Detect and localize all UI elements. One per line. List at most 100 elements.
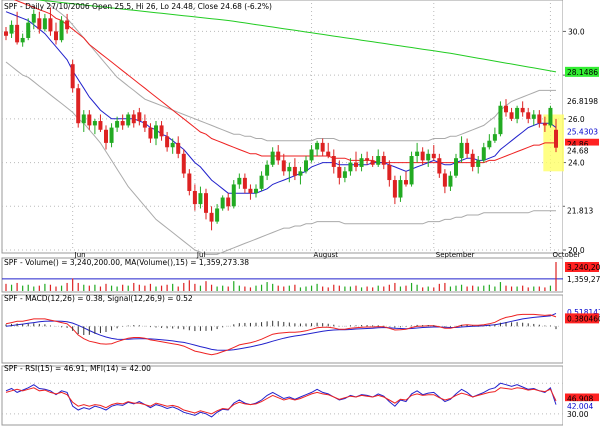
rsi-value-label-bg (565, 393, 599, 404)
macd-value-label: 0.380460 (567, 314, 600, 323)
candle-body (342, 171, 347, 178)
candle-body (287, 166, 292, 172)
candle-body (54, 31, 58, 41)
price-value-label-bg (565, 95, 599, 106)
price-tick-label: 30.0 (568, 27, 585, 36)
mfi-line (5, 382, 557, 418)
candle-body (476, 160, 481, 167)
candle-body (15, 24, 20, 43)
candle-body (70, 64, 75, 89)
macd-panel-title: SPF - MACD(12,26) = 0.38, Signal(12,26,9… (4, 294, 193, 303)
candle-body (192, 190, 197, 205)
candle-body (37, 18, 42, 30)
candle-body (365, 158, 370, 161)
price-value-label: 25.4303 (567, 127, 598, 136)
candle-body (487, 140, 492, 148)
lower-band-line (5, 61, 556, 255)
candle-body (20, 37, 25, 43)
candle-body (120, 121, 125, 126)
candle-body (92, 121, 97, 126)
candle-body (492, 134, 497, 141)
volume-panel-title: SPF - Volume() = 3,240,200.00, MA(Volume… (4, 258, 249, 267)
rsi-value-label: 42.004 (567, 402, 593, 411)
moving-average-green (34, 0, 557, 73)
candle-body (504, 105, 508, 113)
candle-body (4, 31, 8, 36)
month-label: September (436, 251, 475, 259)
price-panel-title: SPF - Daily 27/10/2006 Open 25.5, Hi 26,… (4, 2, 272, 11)
moving-average-blue (5, 11, 557, 194)
candle-body (537, 114, 542, 124)
rsi-value-label-bg (565, 401, 599, 412)
macd-value-label-bg (565, 306, 599, 317)
candle-body (187, 173, 192, 191)
candle-body (498, 105, 503, 135)
moving-average-red (13, 0, 556, 164)
candle-body (387, 164, 392, 181)
upper-band-line (41, 0, 556, 142)
candle-body (209, 212, 214, 222)
candle-body (292, 166, 297, 176)
candle-body (420, 151, 425, 161)
candle-body (426, 153, 431, 161)
candle-body (359, 158, 364, 167)
candle-body (470, 153, 475, 167)
candle-body (270, 151, 275, 165)
candle-body (9, 24, 14, 34)
candle-body (554, 129, 558, 148)
price-tick-label: 20.0 (568, 246, 585, 255)
candle-body (370, 160, 375, 165)
candle-body (87, 114, 92, 126)
candle-body (276, 151, 281, 161)
candle-body (548, 107, 553, 126)
candle-body (254, 188, 258, 194)
candle-body (126, 114, 131, 126)
candle-body (409, 156, 414, 185)
volume-panel-frame (1, 257, 564, 293)
candle-body (154, 125, 158, 139)
candle-body (215, 208, 220, 222)
macd-panel-frame (1, 294, 564, 364)
candle-body (76, 88, 81, 124)
candle-body (309, 149, 314, 161)
candle-body (320, 142, 325, 152)
candle-body (526, 112, 531, 119)
candle-body (220, 197, 225, 209)
candle-body (337, 166, 342, 178)
price-tick-label: 26.0 (568, 115, 585, 124)
candle-body (42, 18, 47, 30)
macd-value-label-bg (565, 313, 599, 324)
candle-body (392, 180, 397, 198)
candle-body (326, 151, 331, 157)
candle-body (542, 123, 547, 126)
candle-body (181, 153, 186, 174)
candle-body (281, 160, 286, 172)
candle-body (415, 151, 420, 157)
candle-body (381, 156, 386, 165)
candle-body (170, 142, 175, 148)
candle-body (404, 180, 408, 185)
month-label: Jul (196, 251, 206, 259)
candle-body (315, 142, 320, 150)
candle-body (531, 114, 536, 119)
volume-value-label: 3,240,20 (567, 263, 600, 272)
volume-value-label: 1,359,27 (567, 275, 600, 284)
candle-body (31, 13, 36, 23)
candle-body (59, 20, 64, 41)
candle-body (398, 180, 403, 198)
candle-body (48, 18, 53, 32)
candle-body (442, 173, 447, 187)
candle-body (26, 22, 31, 38)
candle-body (237, 177, 242, 185)
candle-body (176, 142, 181, 154)
candle-body (204, 193, 208, 213)
rsi-value-label: 46.908 (567, 395, 593, 404)
candle-body (448, 175, 453, 187)
month-label: October (552, 251, 580, 259)
candle-body (515, 107, 520, 119)
price-value-label: 28.1486 (567, 68, 598, 77)
candle-body (159, 125, 164, 137)
candle-body (437, 158, 442, 174)
macd-line (5, 313, 557, 356)
